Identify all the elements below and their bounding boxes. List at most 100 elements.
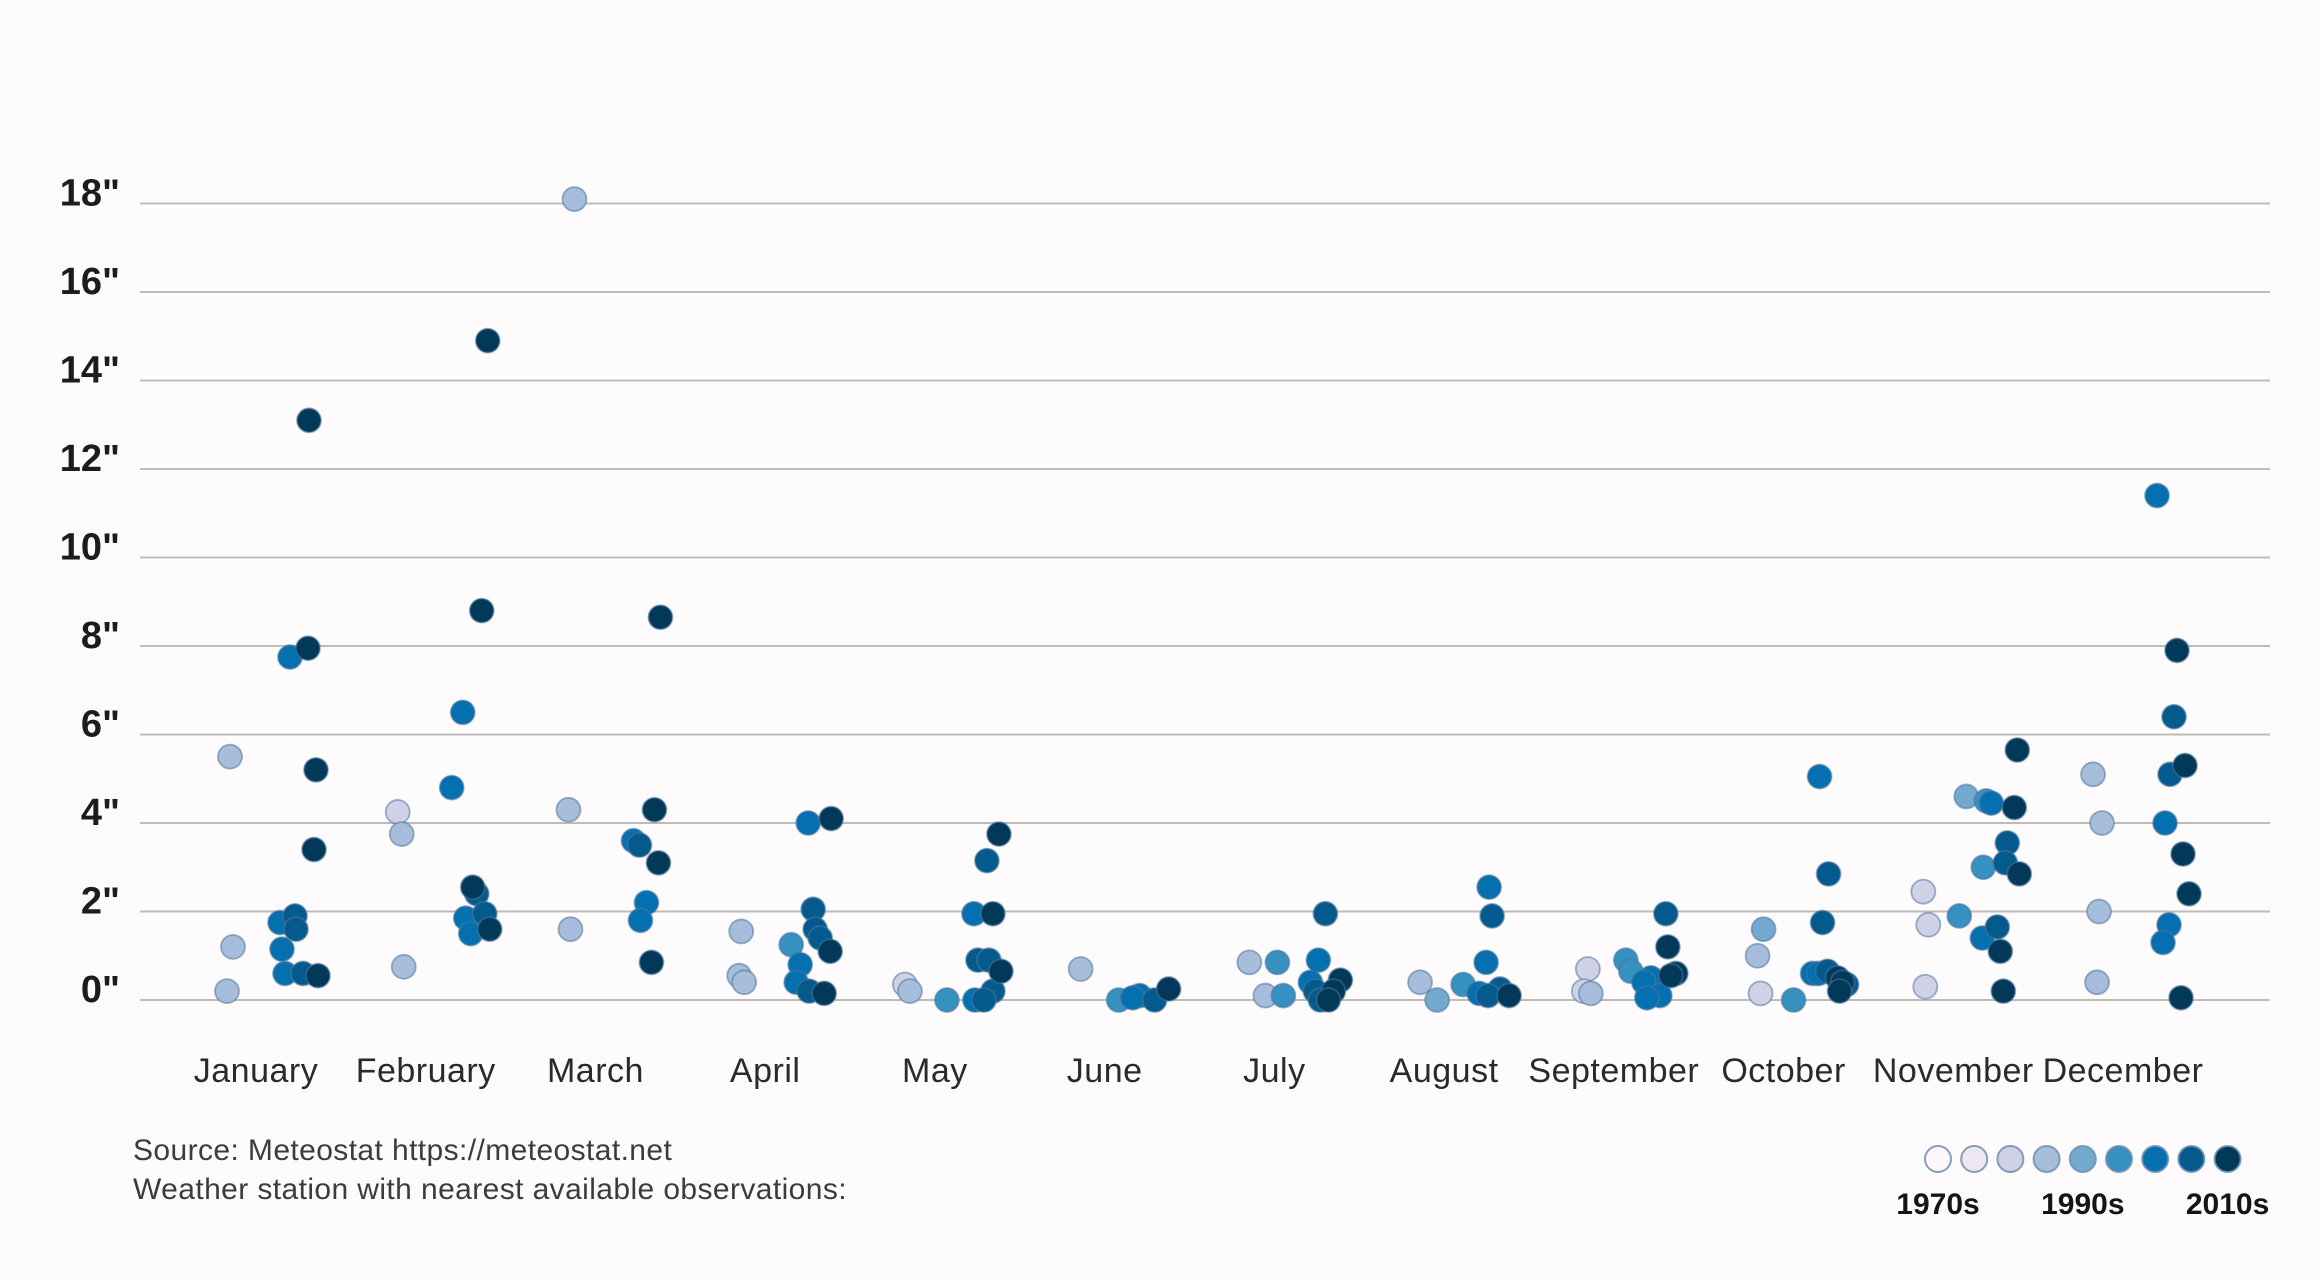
data-point[interactable] — [1652, 900, 1679, 927]
data-point[interactable] — [476, 916, 503, 943]
data-point[interactable] — [283, 916, 309, 943]
data-point[interactable] — [1946, 903, 1973, 929]
data-point[interactable] — [2172, 752, 2198, 779]
data-point[interactable] — [561, 186, 588, 212]
data-point[interactable] — [728, 918, 755, 945]
data-point[interactable] — [1984, 914, 2011, 940]
x-tick-label-october: October — [1721, 1052, 1845, 1090]
data-point[interactable] — [1264, 949, 1291, 976]
data-point[interactable] — [1577, 980, 1604, 1007]
y-tick-label-8in: 8" — [81, 615, 120, 657]
data-point[interactable] — [647, 604, 674, 631]
data-point[interactable] — [1990, 978, 2017, 1005]
data-point[interactable] — [986, 821, 1012, 847]
data-point[interactable] — [1312, 900, 1339, 927]
data-point[interactable] — [1476, 874, 1503, 901]
data-point[interactable] — [980, 900, 1006, 927]
data-point[interactable] — [1236, 949, 1263, 976]
data-point[interactable] — [1826, 978, 1853, 1005]
data-point[interactable] — [390, 953, 417, 980]
data-point[interactable] — [2161, 703, 2187, 730]
data-point[interactable] — [811, 980, 838, 1007]
data-point[interactable] — [2001, 794, 2028, 821]
x-axis-month-labels: January February March April May June July Augu… — [194, 1052, 2203, 1090]
data-point[interactable] — [897, 978, 923, 1005]
data-point[interactable] — [934, 987, 960, 1013]
data-point[interactable] — [1574, 956, 1601, 982]
data-point[interactable] — [1155, 976, 1182, 1002]
data-point[interactable] — [988, 958, 1014, 985]
data-point[interactable] — [731, 969, 758, 996]
data-point[interactable] — [1987, 938, 2014, 965]
data-point[interactable] — [638, 949, 665, 976]
data-point[interactable] — [2168, 984, 2194, 1011]
data-point[interactable] — [2084, 969, 2110, 996]
data-point[interactable] — [468, 597, 495, 624]
data-point[interactable] — [2164, 637, 2190, 664]
data-point[interactable] — [1305, 947, 1332, 974]
data-point[interactable] — [449, 699, 476, 726]
data-point[interactable] — [1657, 962, 1684, 989]
legend-swatch-0 — [1924, 1145, 1952, 1173]
data-point[interactable] — [1970, 854, 1997, 881]
data-point[interactable] — [645, 849, 672, 876]
data-point[interactable] — [1119, 984, 1146, 1011]
data-point[interactable] — [301, 836, 327, 863]
data-point[interactable] — [2170, 841, 2196, 867]
data-point[interactable] — [2086, 898, 2112, 925]
data-point[interactable] — [1424, 987, 1451, 1013]
data-point[interactable] — [296, 407, 322, 434]
data-point[interactable] — [1912, 973, 1939, 1000]
data-point[interactable] — [1315, 987, 1342, 1013]
data-point[interactable] — [795, 810, 822, 836]
data-point[interactable] — [1744, 942, 1771, 969]
data-point[interactable] — [1750, 916, 1777, 943]
data-points-layer — [214, 186, 2202, 1013]
data-point[interactable] — [2080, 761, 2106, 788]
data-point[interactable] — [1473, 949, 1500, 976]
data-point[interactable] — [214, 978, 240, 1005]
data-point[interactable] — [2176, 880, 2202, 907]
data-point[interactable] — [627, 907, 654, 934]
data-point[interactable] — [1654, 934, 1681, 960]
data-point[interactable] — [974, 847, 1000, 874]
data-point[interactable] — [303, 757, 329, 783]
data-point[interactable] — [818, 805, 845, 832]
data-point[interactable] — [555, 796, 582, 823]
data-point[interactable] — [641, 796, 668, 823]
data-point[interactable] — [1915, 911, 1942, 938]
data-point[interactable] — [1910, 878, 1937, 905]
data-point[interactable] — [2150, 929, 2176, 956]
data-point[interactable] — [557, 916, 584, 943]
data-point[interactable] — [388, 821, 415, 847]
data-point[interactable] — [2006, 860, 2033, 887]
data-point[interactable] — [1806, 763, 1833, 790]
data-point[interactable] — [295, 635, 321, 662]
data-point[interactable] — [1780, 987, 1807, 1013]
data-point[interactable] — [1067, 956, 1094, 982]
data-point[interactable] — [459, 874, 486, 901]
data-point[interactable] — [474, 327, 501, 354]
data-point[interactable] — [1978, 790, 2005, 816]
data-point[interactable] — [438, 774, 465, 801]
data-point[interactable] — [1496, 982, 1523, 1009]
data-point[interactable] — [220, 934, 246, 960]
data-point[interactable] — [305, 962, 331, 989]
data-point[interactable] — [971, 987, 997, 1013]
data-point[interactable] — [817, 938, 844, 965]
data-point[interactable] — [1479, 903, 1506, 929]
data-point[interactable] — [626, 832, 653, 859]
data-point[interactable] — [1809, 909, 1836, 936]
data-point[interactable] — [1815, 860, 1842, 887]
data-point[interactable] — [217, 743, 243, 770]
data-point[interactable] — [2152, 810, 2178, 836]
data-point[interactable] — [2089, 810, 2115, 836]
data-point[interactable] — [1747, 980, 1774, 1007]
data-point[interactable] — [2004, 737, 2031, 763]
data-point[interactable] — [1407, 969, 1434, 996]
data-point[interactable] — [1270, 982, 1297, 1009]
data-point[interactable] — [2144, 482, 2170, 509]
data-point[interactable] — [384, 799, 411, 825]
data-point[interactable] — [1633, 984, 1660, 1011]
legend-swatch-6 — [2141, 1145, 2170, 1173]
